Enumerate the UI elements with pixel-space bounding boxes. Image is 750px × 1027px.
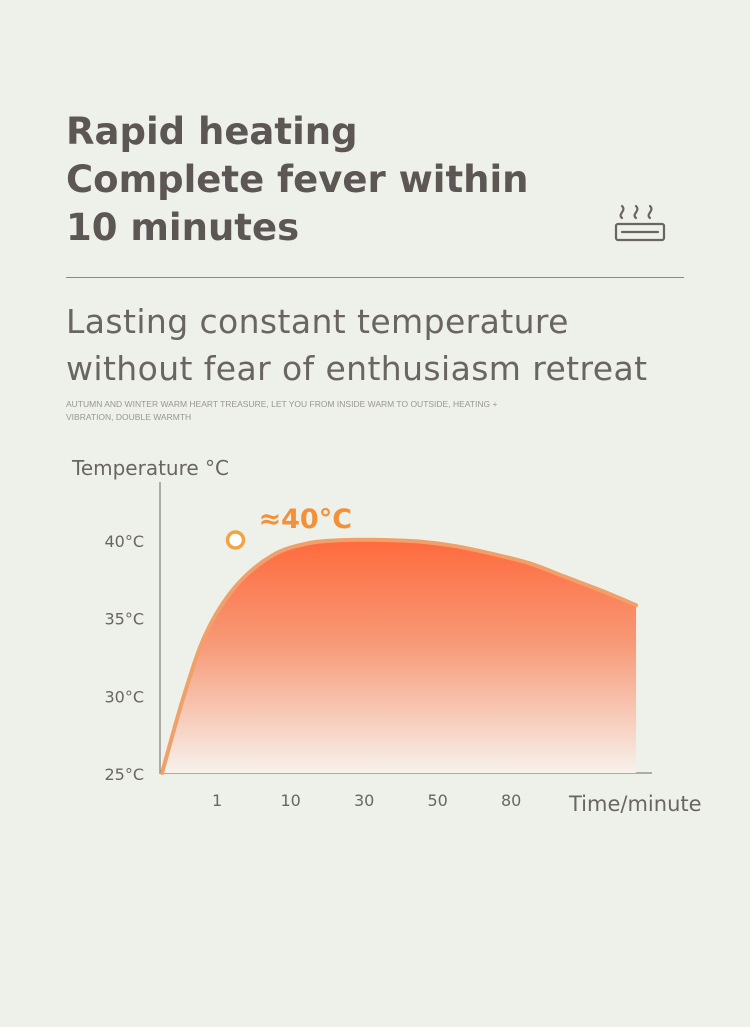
headline-line-2: Complete fever within (66, 158, 529, 201)
temperature-curve (160, 537, 639, 775)
x-tick-label: 1 (212, 791, 222, 810)
x-tick-label: 30 (354, 791, 374, 810)
tagline: AUTUMN AND WINTER WARM HEART TREASURE, L… (66, 399, 498, 422)
y-tick-label: 40°C (104, 532, 144, 551)
y-tick-label: 25°C (104, 765, 144, 784)
peak-marker (225, 530, 246, 550)
y-tick-label: 30°C (104, 687, 144, 706)
x-tick-label: 80 (501, 791, 521, 810)
subheading-line-1: Lasting constant temperature (66, 302, 569, 341)
y-axis-label: Temperature °C (71, 456, 229, 480)
headline-line-3: 10 minutes (66, 206, 300, 249)
section-divider (66, 277, 684, 278)
x-tick-label: 50 (427, 791, 447, 810)
subheading-line-2: without fear of enthusiasm retreat (66, 349, 648, 388)
temperature-area (162, 539, 637, 773)
heating-pad-steam-icon (614, 204, 666, 242)
temperature-chart: Temperature °C Time/minute 40°C 35°C 30°C 2… (71, 456, 702, 816)
subheading: Lasting constant temperature without fea… (66, 298, 647, 392)
peak-label: ≈40°C (259, 504, 353, 535)
x-tick-label: 10 (280, 791, 300, 810)
y-tick-label: 35°C (104, 610, 144, 629)
headline: Rapid heating Complete fever within 10 m… (66, 108, 529, 252)
x-axis-label: Time/minute (568, 792, 702, 816)
headline-line-1: Rapid heating (66, 110, 358, 153)
